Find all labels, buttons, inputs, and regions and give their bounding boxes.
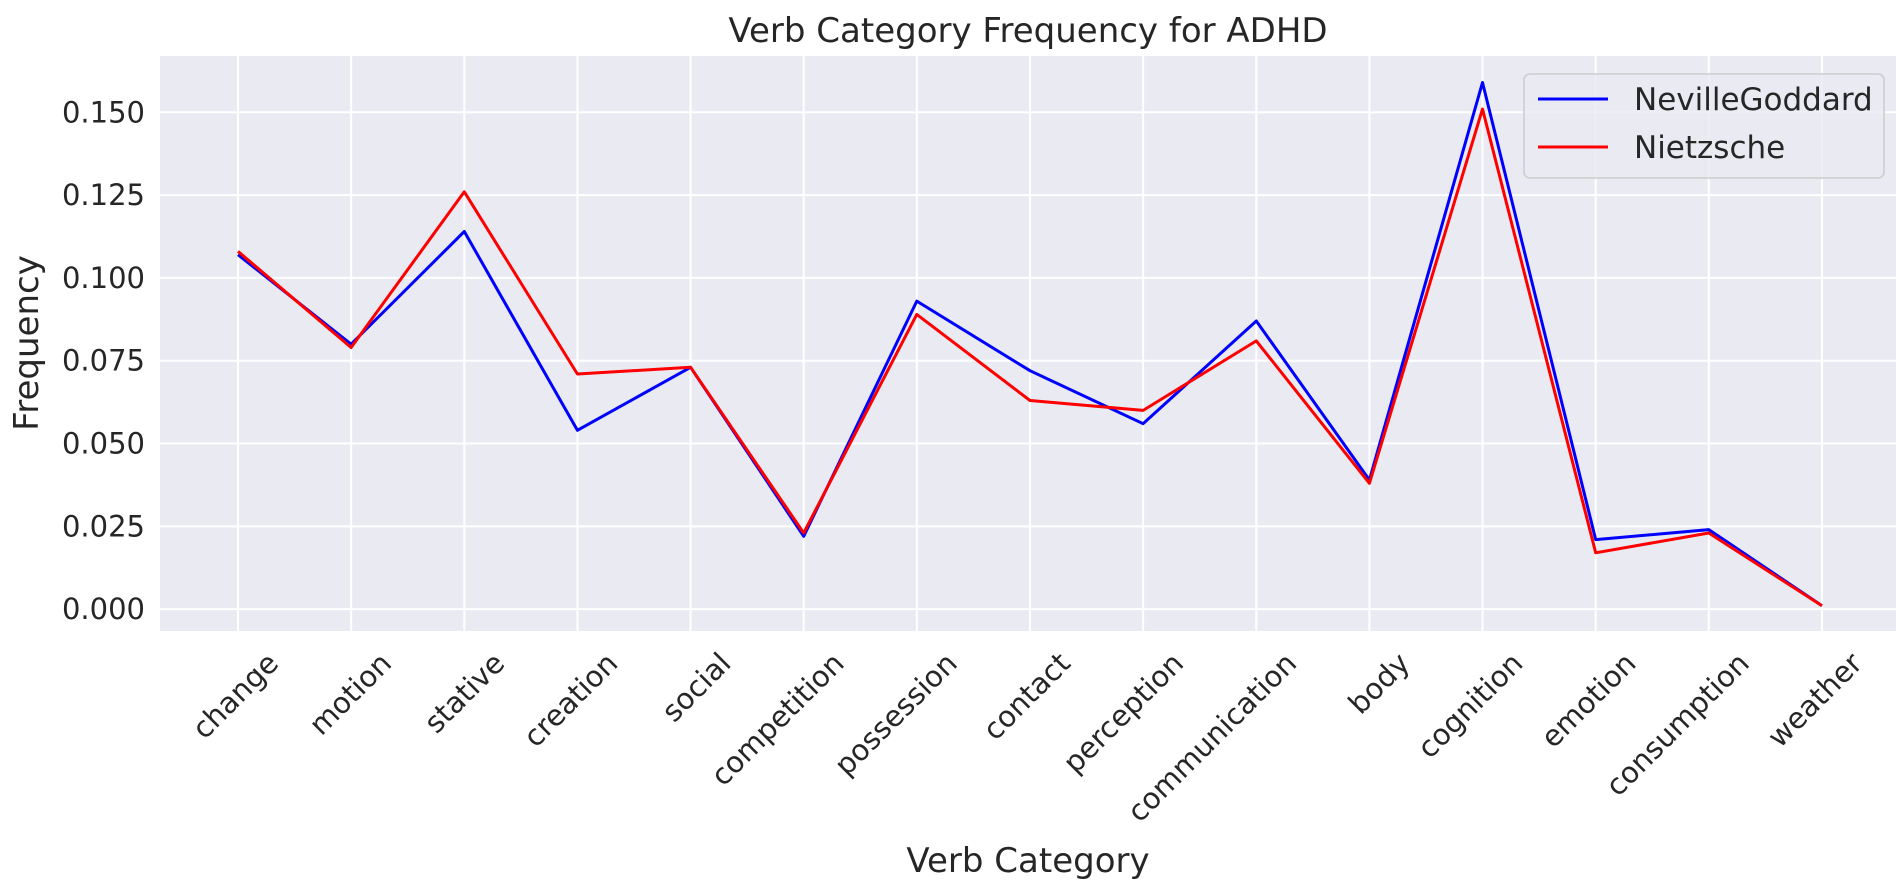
x-tick-label: contact — [976, 646, 1077, 747]
series-lines — [237, 81, 1823, 608]
x-tick-label: motion — [302, 646, 398, 742]
y-tick-label: 0.050 — [62, 427, 145, 461]
legend-box — [1523, 73, 1885, 179]
legend-label-nevillegoddard: NevilleGoddard — [1634, 82, 1873, 118]
y-axis-label: Frequency — [7, 255, 47, 431]
y-tick-label: 0.100 — [62, 261, 145, 295]
x-gridlines — [237, 56, 1823, 631]
y-tick-label: 0.000 — [62, 592, 145, 626]
x-tick-label: body — [1342, 646, 1417, 721]
y-tick-label: 0.125 — [62, 178, 145, 212]
x-tick-label: emotion — [1534, 646, 1642, 754]
x-tick-label: stative — [417, 646, 511, 740]
x-tick-label: social — [655, 646, 738, 729]
x-tick-label: weather — [1761, 646, 1869, 754]
chart-title: Verb Category Frequency for ADHD — [728, 11, 1327, 51]
x-tick-label: possession — [828, 646, 964, 782]
x-tick-label: change — [185, 646, 285, 746]
x-tick-label: cognition — [1411, 646, 1530, 765]
x-tick-label: creation — [517, 646, 625, 754]
y-tick-label: 0.075 — [62, 344, 145, 378]
legend: NevilleGoddard Nietzsche — [1523, 73, 1885, 179]
y-tick-labels: 0.000 0.025 0.050 0.075 0.100 0.125 0.150 — [62, 95, 145, 626]
series-line-nevillegoddard — [237, 81, 1823, 608]
y-tick-label: 0.025 — [62, 509, 145, 543]
y-tick-label: 0.150 — [62, 95, 145, 129]
series-line-nietzsche — [237, 107, 1823, 608]
x-tick-labels: change motion stative creation socialcompeti… — [185, 646, 1869, 829]
x-axis-label: Verb Category — [906, 841, 1149, 881]
legend-label-nietzsche: Nietzsche — [1634, 130, 1785, 166]
